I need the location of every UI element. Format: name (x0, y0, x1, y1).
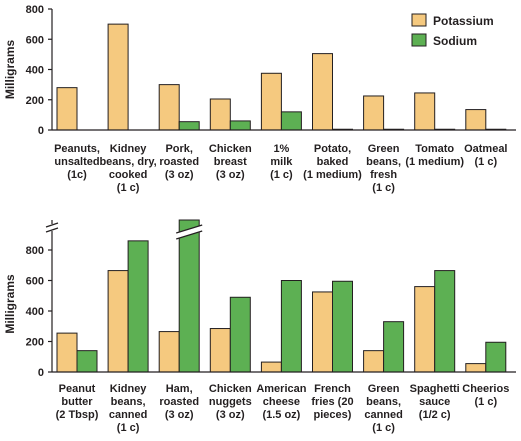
bar-sodium-1 (127, 240, 149, 373)
bar-sodium-2 (178, 219, 200, 373)
bar-break-line (176, 230, 203, 240)
category-label: French fries (20 pieces) (311, 383, 353, 421)
bar-potassium-2 (158, 331, 180, 373)
y-tick-label: 200 (26, 95, 44, 107)
chart-panel-top: Milligrams 0 200 400 600 800 Peanuts, unsalted(… (3, 4, 516, 194)
legend-label-potassium: Potassium (433, 14, 494, 28)
y-tick-label: 800 (26, 4, 44, 16)
y-tick-label: 600 (26, 34, 44, 46)
category-label: Tomato (1 medium) (405, 143, 464, 168)
bar-sodium-6 (383, 321, 405, 373)
legend-swatch-potassium (411, 13, 427, 27)
bar-potassium-3 (209, 98, 231, 131)
bar-potassium-6 (363, 95, 385, 131)
legend-swatch-sodium (411, 33, 427, 47)
bar-potassium-1 (107, 270, 129, 373)
bar-potassium-7 (414, 286, 436, 373)
bar-sodium-2 (178, 121, 200, 131)
bar-sodium-5 (332, 280, 353, 373)
bar-potassium-5 (312, 53, 333, 131)
bar-break-line (176, 224, 203, 234)
bar-sodium-7 (434, 270, 456, 373)
y-tick-label: 0 (38, 367, 44, 379)
category-label: Cheerios (1 c) (462, 383, 509, 408)
bar-sodium-8 (485, 341, 507, 373)
y-axis-title: Milligrams (3, 40, 17, 100)
bar-sodium-0 (76, 350, 98, 373)
bar-potassium-5 (312, 291, 333, 373)
bar-potassium-8 (465, 363, 487, 373)
legend: Potassium Sodium (411, 13, 494, 48)
category-label: Oatmeal (1 c) (464, 143, 507, 168)
y-tick-label: 800 (26, 245, 44, 257)
bar-potassium-1 (107, 23, 129, 131)
bar-sodium-4 (280, 280, 302, 373)
category-label: Spaghetti sauce (1/2 c) (410, 383, 460, 421)
category-label: Green beans, fresh (1 c) (366, 143, 401, 194)
legend-label-sodium: Sodium (433, 34, 477, 48)
bar-potassium-4 (260, 72, 282, 131)
category-label: Pork, roasted (3 oz) (159, 143, 199, 181)
y-tick-label: 400 (26, 306, 44, 318)
bar-potassium-6 (363, 350, 385, 373)
y-tick-label: 400 (26, 65, 44, 77)
category-label: Potato, baked (1 medium) (303, 143, 362, 181)
category-label: 1% milk (1 c) (270, 143, 293, 181)
bar-potassium-4 (260, 361, 282, 373)
category-label: Green beans, canned (1 c) (364, 383, 403, 434)
bar-potassium-0 (56, 87, 78, 131)
category-label: American cheese (1.5 oz) (256, 383, 306, 421)
axis-break-line (45, 222, 59, 228)
category-label: Kidney beans, dry, cooked (1 c) (99, 143, 156, 194)
bar-potassium-0 (56, 332, 78, 373)
bar-potassium-2 (158, 84, 180, 131)
y-tick-label: 0 (38, 125, 44, 137)
bar-sodium-3 (229, 120, 251, 131)
y-axis-title: Milligrams (3, 274, 17, 334)
y-tick-label: 200 (26, 337, 44, 349)
category-label: Ham, roasted (3 oz) (159, 383, 199, 421)
bar-potassium-3 (209, 328, 231, 373)
bar-potassium-8 (465, 109, 487, 131)
bar-sodium-4 (280, 111, 302, 131)
category-label: Chicken nuggets (3 oz) (209, 383, 252, 421)
category-label: Peanuts, unsalted (1c) (54, 143, 100, 181)
bar-sodium-3 (229, 296, 251, 373)
chart-panel-bottom: Milligrams 0 200 400 600 800 Peanut butter (2 Tb… (3, 219, 516, 434)
axis-break-line (45, 227, 59, 233)
category-label: Chicken breast (3 oz) (209, 143, 252, 181)
axis-break-gap (47, 224, 57, 231)
y-tick-label: 600 (26, 276, 44, 288)
category-label: Kidney beans, canned (1 c) (109, 383, 148, 434)
bar-potassium-7 (414, 92, 436, 131)
category-label: Peanut butter (2 Tbsp) (56, 383, 99, 421)
